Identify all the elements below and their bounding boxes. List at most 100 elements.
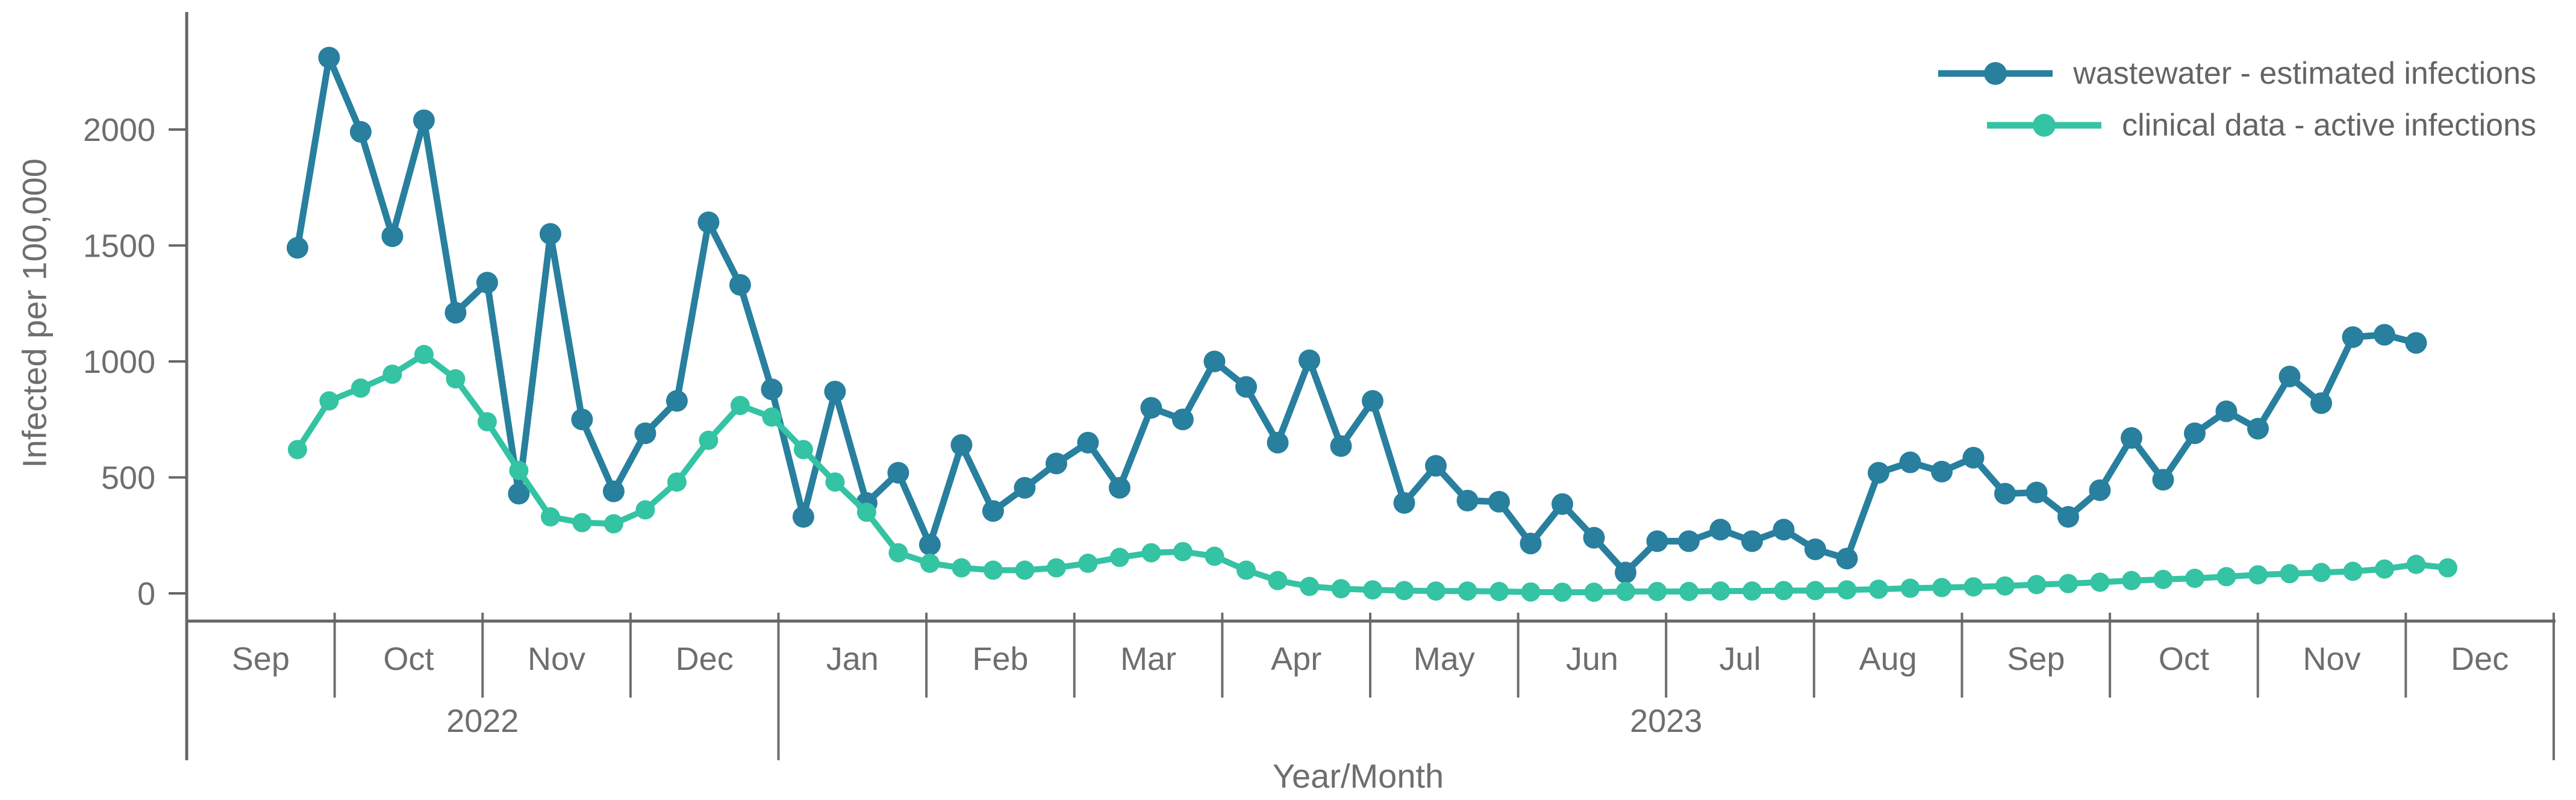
data-point	[286, 237, 308, 259]
data-point	[1709, 519, 1732, 541]
month-label: Sep	[232, 641, 290, 677]
data-point	[982, 500, 1004, 522]
data-point	[1552, 493, 1573, 515]
data-point	[1331, 579, 1351, 599]
data-point	[446, 369, 466, 389]
data-point	[1899, 451, 1921, 473]
data-point	[1300, 577, 1319, 596]
data-point	[1015, 560, 1035, 580]
data-point	[1109, 548, 1129, 567]
data-point	[888, 543, 908, 563]
year-label: 2022	[446, 703, 519, 739]
data-point	[1774, 581, 1794, 601]
data-point	[1995, 576, 2015, 596]
data-point	[572, 513, 592, 533]
data-point	[1235, 376, 1257, 398]
data-point	[349, 120, 372, 143]
y-tick-label: 1500	[83, 228, 155, 264]
data-point	[1868, 461, 1889, 484]
month-label: Oct	[2159, 641, 2209, 677]
month-label: Jul	[1720, 641, 1761, 677]
month-label: Nov	[2303, 641, 2361, 677]
data-point	[444, 302, 467, 324]
data-point	[1394, 581, 1414, 601]
month-label: Feb	[972, 641, 1028, 677]
legend-item-wastewater: wastewater - estimated infections	[1938, 55, 2536, 92]
year-label: 2023	[1630, 703, 1702, 739]
data-point	[571, 408, 593, 431]
data-point	[667, 472, 687, 492]
data-point	[1488, 490, 1510, 513]
data-point	[2216, 567, 2236, 587]
data-point	[950, 434, 973, 456]
data-point	[2090, 572, 2110, 592]
data-point	[2215, 400, 2238, 422]
y-tick-label: 2000	[83, 112, 155, 148]
data-point	[539, 223, 561, 245]
data-point	[1932, 578, 1951, 598]
data-point	[2057, 506, 2079, 528]
data-point	[1393, 492, 1415, 514]
y-axis-title: Infected per 100,000	[15, 158, 54, 468]
data-point	[1108, 477, 1131, 499]
data-point	[1426, 581, 1445, 601]
data-point	[761, 378, 783, 401]
data-point	[825, 472, 845, 492]
data-point	[1742, 581, 1762, 601]
data-point	[1583, 527, 1605, 549]
data-point	[1171, 408, 1194, 431]
data-point	[699, 430, 719, 450]
legend-item-clinical: clinical data - active infections	[1938, 107, 2536, 143]
x-axis-title: Year/Month	[1272, 757, 1444, 795]
data-point	[1078, 554, 1098, 573]
data-point	[2026, 481, 2048, 504]
data-point	[1646, 530, 1668, 552]
month-label: Apr	[1271, 641, 1321, 677]
data-point	[2185, 569, 2204, 588]
data-point	[540, 507, 560, 527]
data-point	[603, 514, 623, 534]
data-point	[793, 440, 813, 460]
data-point	[1330, 435, 1352, 457]
data-point	[1962, 446, 1985, 469]
data-point	[1237, 560, 1256, 580]
data-point	[1458, 581, 1477, 601]
month-label: Oct	[383, 641, 434, 677]
data-point	[1362, 390, 1383, 412]
month-label: Dec	[676, 641, 734, 677]
data-point	[1268, 570, 1288, 590]
data-point	[824, 381, 846, 402]
data-point	[414, 345, 434, 364]
data-point	[729, 273, 751, 296]
data-point	[1489, 581, 1509, 601]
data-point	[2342, 326, 2364, 348]
legend: wastewater - estimated infections clinic…	[1938, 55, 2536, 143]
data-point	[2089, 479, 2111, 501]
data-point	[477, 412, 497, 432]
data-point	[1994, 483, 2016, 505]
data-point	[634, 422, 656, 445]
data-point	[1584, 583, 1604, 602]
data-point	[1741, 530, 1763, 552]
data-point	[318, 46, 340, 69]
data-point	[920, 554, 940, 573]
data-point	[918, 534, 941, 556]
month-label: Jan	[826, 641, 879, 677]
data-point	[635, 500, 655, 520]
data-point	[1773, 519, 1795, 541]
data-point	[2278, 366, 2301, 387]
data-point	[2374, 323, 2395, 346]
legend-marker-wastewater	[1938, 62, 2053, 85]
data-point	[1077, 431, 1099, 454]
data-point	[2310, 392, 2332, 414]
data-point	[382, 364, 402, 384]
data-point	[792, 506, 814, 528]
data-point	[509, 461, 529, 480]
data-point	[1931, 460, 1953, 483]
y-tick-label: 500	[101, 460, 155, 496]
data-point	[351, 378, 370, 398]
data-point	[697, 211, 720, 233]
data-point	[381, 225, 404, 248]
